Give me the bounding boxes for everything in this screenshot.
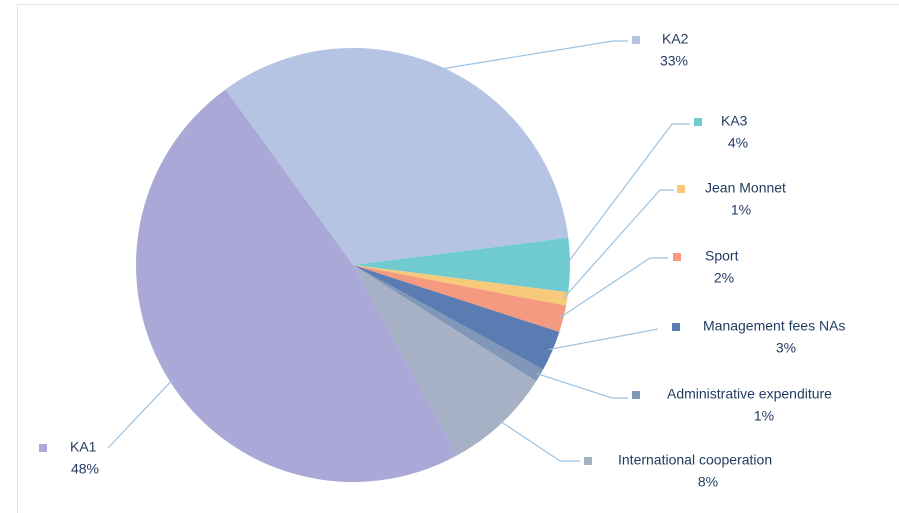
value-label: 4% <box>728 135 748 151</box>
legend-marker <box>632 391 640 399</box>
value-label: 1% <box>754 408 774 424</box>
pie-slice <box>353 265 560 370</box>
leader-line <box>437 40 628 71</box>
leader-line <box>107 378 174 449</box>
category-label: KA2 <box>662 31 689 47</box>
leader-line <box>562 189 674 299</box>
legend-marker <box>672 323 680 331</box>
legend-marker <box>673 253 681 261</box>
pie-slice <box>135 89 458 483</box>
value-label: 8% <box>698 474 718 490</box>
pie-slice <box>353 265 544 382</box>
category-label: Management fees NAs <box>703 318 845 334</box>
value-label: 2% <box>714 270 734 286</box>
category-label: Sport <box>705 248 739 264</box>
leader-line <box>558 257 668 319</box>
leader-line <box>536 372 628 399</box>
leader-line <box>498 419 580 462</box>
category-label: Administrative expenditure <box>667 386 832 402</box>
frame <box>17 4 899 513</box>
leader-line <box>548 328 659 351</box>
legend-marker <box>632 36 640 44</box>
legend-marker <box>584 457 592 465</box>
pie-slice <box>353 237 570 293</box>
leader-line <box>565 123 690 266</box>
category-label: KA1 <box>70 439 97 455</box>
category-label: International cooperation <box>618 452 772 468</box>
legend-marker <box>677 185 685 193</box>
pie-slice <box>353 265 537 456</box>
category-label: KA3 <box>721 113 748 129</box>
pie-slice <box>353 265 567 333</box>
legend-marker <box>39 444 47 452</box>
value-label: 3% <box>776 340 796 356</box>
pie-slice <box>353 265 569 306</box>
value-label: 48% <box>71 461 99 477</box>
pie-slice <box>225 48 569 265</box>
value-label: 33% <box>660 53 688 69</box>
category-label: Jean Monnet <box>705 180 786 196</box>
value-label: 1% <box>731 202 751 218</box>
legend-marker <box>694 118 702 126</box>
